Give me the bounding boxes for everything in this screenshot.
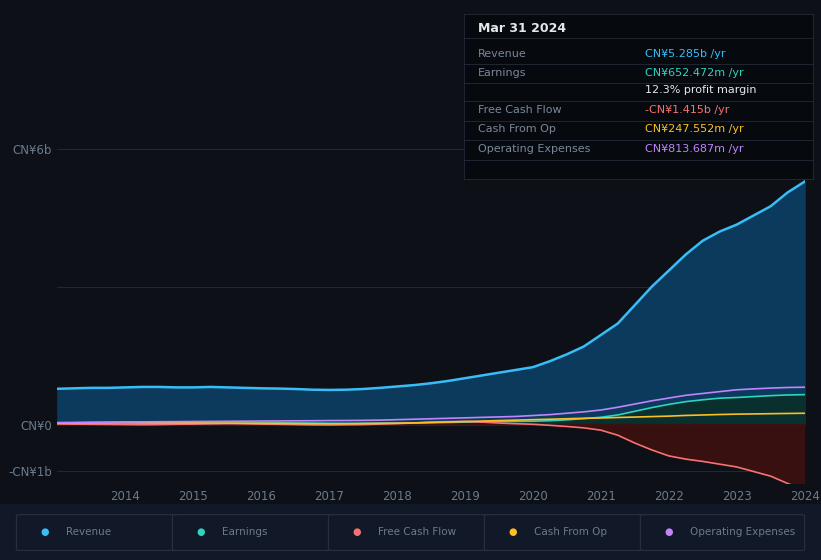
Text: ●: ● <box>41 527 49 537</box>
Text: Operating Expenses: Operating Expenses <box>478 143 590 153</box>
Text: Cash From Op: Cash From Op <box>478 124 556 134</box>
FancyBboxPatch shape <box>484 515 649 550</box>
Text: Revenue: Revenue <box>66 527 111 537</box>
Text: CN¥813.687m /yr: CN¥813.687m /yr <box>645 143 744 153</box>
Text: CN¥652.472m /yr: CN¥652.472m /yr <box>645 68 744 78</box>
Text: Cash From Op: Cash From Op <box>534 527 607 537</box>
Text: ●: ● <box>509 527 517 537</box>
Text: ●: ● <box>665 527 673 537</box>
Text: ●: ● <box>197 527 205 537</box>
Text: Revenue: Revenue <box>478 49 526 59</box>
Text: Free Cash Flow: Free Cash Flow <box>478 105 562 115</box>
FancyBboxPatch shape <box>16 515 181 550</box>
Text: Earnings: Earnings <box>222 527 267 537</box>
FancyBboxPatch shape <box>328 515 493 550</box>
FancyBboxPatch shape <box>640 515 805 550</box>
Text: Earnings: Earnings <box>478 68 526 78</box>
Text: Free Cash Flow: Free Cash Flow <box>378 527 456 537</box>
Text: Operating Expenses: Operating Expenses <box>690 527 795 537</box>
Text: 12.3% profit margin: 12.3% profit margin <box>645 85 757 95</box>
Text: Mar 31 2024: Mar 31 2024 <box>478 21 566 35</box>
Text: ●: ● <box>353 527 361 537</box>
Text: CN¥5.285b /yr: CN¥5.285b /yr <box>645 49 726 59</box>
FancyBboxPatch shape <box>172 515 337 550</box>
Text: -CN¥1.415b /yr: -CN¥1.415b /yr <box>645 105 730 115</box>
Text: CN¥247.552m /yr: CN¥247.552m /yr <box>645 124 744 134</box>
